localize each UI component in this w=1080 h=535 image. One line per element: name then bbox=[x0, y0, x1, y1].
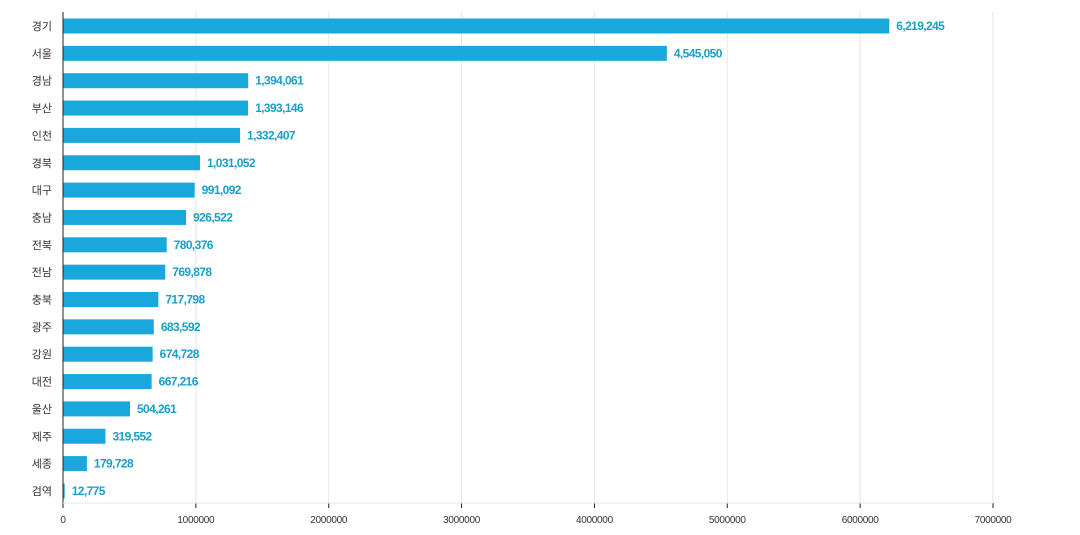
value-label: 179,728 bbox=[94, 457, 134, 471]
bar bbox=[63, 401, 130, 417]
x-tick-label: 3000000 bbox=[443, 515, 481, 526]
value-label: 504,261 bbox=[137, 402, 177, 416]
bars bbox=[63, 18, 890, 499]
labels: 경기 6,219,245 서울 4,545,050 경남 1,394,061 부산 1,393… bbox=[32, 19, 946, 498]
category-label: 충북 bbox=[32, 294, 52, 307]
value-label: 717,798 bbox=[165, 293, 205, 307]
bar bbox=[63, 100, 249, 116]
value-label: 780,376 bbox=[174, 238, 214, 252]
category-label: 경북 bbox=[32, 157, 52, 170]
category-label: 경남 bbox=[32, 75, 52, 88]
bar bbox=[63, 292, 159, 307]
bar bbox=[63, 374, 152, 390]
bar bbox=[63, 45, 667, 61]
bar bbox=[63, 237, 167, 253]
category-label: 강원 bbox=[32, 348, 52, 361]
category-label: 서울 bbox=[32, 47, 52, 60]
grid-lines bbox=[195, 12, 994, 503]
bar bbox=[63, 73, 249, 89]
x-tick-label: 1000000 bbox=[177, 515, 215, 526]
value-label: 1,393,146 bbox=[255, 101, 304, 115]
x-tick-label: 5000000 bbox=[709, 515, 747, 526]
category-label: 경기 bbox=[32, 20, 52, 33]
value-label: 926,522 bbox=[193, 210, 233, 224]
x-tick-label: 6000000 bbox=[842, 515, 880, 526]
category-label: 대전 bbox=[32, 376, 52, 389]
bar bbox=[63, 209, 187, 225]
category-label: 검역 bbox=[32, 485, 52, 498]
category-label: 전남 bbox=[32, 266, 52, 279]
value-label: 667,216 bbox=[159, 375, 199, 389]
value-label: 1,332,407 bbox=[247, 128, 296, 142]
x-tick-label: 4000000 bbox=[576, 515, 614, 526]
value-label: 319,552 bbox=[112, 429, 152, 443]
bar bbox=[63, 127, 241, 143]
category-label: 인천 bbox=[32, 128, 52, 142]
x-tick-label: 7000000 bbox=[975, 515, 1013, 526]
value-label: 1,031,052 bbox=[207, 156, 256, 170]
bar bbox=[63, 456, 87, 472]
category-label: 충남 bbox=[32, 211, 52, 224]
bar bbox=[63, 483, 65, 499]
bar bbox=[63, 319, 154, 335]
value-label: 674,728 bbox=[160, 347, 200, 361]
axes: 0 1000000 2000000 3000000 4000000 5000000 6000… bbox=[60, 12, 1012, 526]
category-label: 광주 bbox=[32, 321, 52, 334]
category-label: 부산 bbox=[32, 102, 52, 115]
bar bbox=[63, 264, 166, 280]
category-label: 대구 bbox=[32, 184, 52, 197]
value-label: 12,775 bbox=[72, 484, 106, 498]
category-label: 세종 bbox=[32, 458, 52, 471]
bar bbox=[63, 346, 153, 362]
category-label: 전북 bbox=[32, 239, 52, 252]
value-label: 683,592 bbox=[161, 320, 201, 334]
value-label: 769,878 bbox=[172, 265, 212, 279]
value-label: 1,394,061 bbox=[255, 74, 304, 88]
x-tick-label: 0 bbox=[60, 515, 66, 526]
bar bbox=[63, 18, 890, 34]
value-label: 991,092 bbox=[202, 183, 242, 197]
value-label: 4,545,050 bbox=[674, 46, 723, 60]
bar bbox=[63, 155, 200, 171]
category-label: 제주 bbox=[32, 430, 52, 443]
bar bbox=[63, 428, 106, 444]
bar bbox=[63, 182, 195, 198]
value-label: 6,219,245 bbox=[896, 19, 945, 33]
x-tick-label: 2000000 bbox=[310, 515, 348, 526]
category-label: 울산 bbox=[32, 403, 52, 416]
